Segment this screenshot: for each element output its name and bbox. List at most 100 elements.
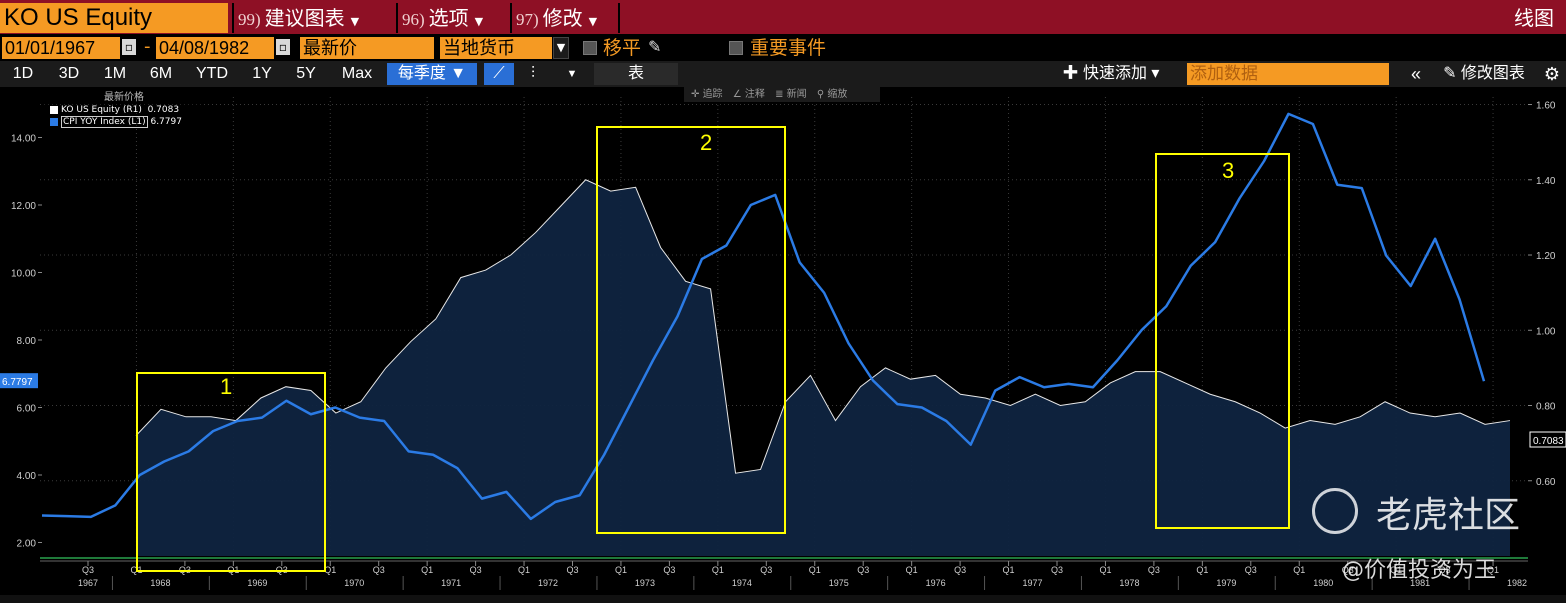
right-axis-tick-label: 1.00 (1536, 326, 1556, 337)
currency-select[interactable]: 当地货币 (440, 37, 552, 59)
annotation-label-2: 2 (700, 130, 713, 155)
x-tick-quarter-label: Q1 (421, 565, 433, 575)
period-1y-button[interactable]: 1Y (252, 65, 272, 82)
caret-down-icon: ▼ (474, 15, 484, 28)
news-icon[interactable]: ≣ 新闻 (775, 89, 807, 100)
right-axis-tick-label: 0.80 (1536, 402, 1556, 413)
period-ytd-button[interactable]: YTD (196, 65, 228, 82)
annotation-box-1 (136, 372, 326, 572)
cpi-series-line (41, 112, 1486, 521)
frequency-select[interactable]: 每季度 ▼ (387, 63, 477, 85)
calendar-icon[interactable]: ▫ (122, 39, 136, 55)
x-tick-year-label: 1976 (926, 578, 946, 588)
ticker-input[interactable]: KO US Equity (0, 3, 228, 33)
annotation-box-3 (1155, 153, 1290, 529)
period-max-button[interactable]: Max (341, 65, 373, 82)
x-tick-quarter-label: Q3 (1342, 565, 1354, 575)
currency-dropdown-icon[interactable]: ▼ (553, 37, 569, 59)
period-5y-button[interactable]: 5Y (296, 65, 316, 82)
period-1d-button[interactable]: 1D (12, 65, 34, 82)
x-tick-quarter-label: Q3 (954, 565, 966, 575)
x-tick-year-label: 1981 (1410, 578, 1430, 588)
x-tick-quarter-label: Q3 (857, 565, 869, 575)
modify-menu[interactable]: 97) 修改 ▼ (510, 3, 620, 33)
options-menu[interactable]: 96) 选项 ▼ (396, 3, 506, 33)
left-axis-tick-label: 4.00 (17, 471, 37, 482)
x-tick-quarter-label: Q3 (1051, 565, 1063, 575)
x-tick-quarter-label: Q1 (1196, 565, 1208, 575)
x-tick-quarter-label: Q1 (906, 565, 918, 575)
caret-down-icon: ▼ (350, 15, 360, 28)
crosshair-icon[interactable]: ✛ 追踪 (691, 89, 723, 100)
menu-label: 选项 (428, 6, 469, 30)
x-tick-quarter-label: Q1 (1390, 565, 1402, 575)
ko-last-value-label: 0.7083 (1533, 436, 1564, 447)
cpi-last-value-tag (0, 373, 38, 389)
line-chart-icon[interactable]: ⟋ (484, 63, 514, 85)
quick-add-button[interactable]: ✚ 快速添加 ▾ (1062, 65, 1160, 82)
legend-name: KO US Equity (R1) (61, 105, 142, 115)
shift-checkbox[interactable] (583, 41, 597, 55)
events-label: 重要事件 (750, 37, 827, 59)
x-tick-quarter-label: Q1 (324, 565, 336, 575)
annotation-box-2 (596, 126, 786, 534)
right-axis-tick-label: 1.60 (1536, 101, 1556, 112)
legend-swatch (50, 105, 58, 114)
title-bar (0, 0, 1566, 34)
x-tick-quarter-label: Q1 (809, 565, 821, 575)
menu-number: 97) (516, 10, 539, 29)
chart-type-title: 线图 (1514, 6, 1554, 30)
menu-number: 96) (402, 10, 425, 29)
x-tick-quarter-label: Q3 (373, 565, 385, 575)
ko-area-fill (136, 179, 1510, 556)
x-tick-quarter-label: Q1 (1293, 565, 1305, 575)
legend-value: 0.7083 (147, 105, 180, 115)
x-tick-quarter-label: Q1 (518, 565, 530, 575)
date-separator: - (144, 36, 151, 57)
start-date-input[interactable]: 01/01/1967 (2, 37, 120, 59)
legend-item-cpi[interactable]: CPI YOY Index (L1) 6.7797 (44, 116, 204, 128)
left-axis-tick-label: 2.00 (17, 539, 37, 550)
field-select[interactable]: 最新价 (300, 37, 434, 59)
x-tick-quarter-label: Q3 (760, 565, 772, 575)
edit-chart-button[interactable]: ✎ 修改图表 (1434, 63, 1534, 85)
x-tick-year-label: 1967 (78, 578, 98, 588)
zoom-icon[interactable]: ⚲ 缩放 (816, 89, 848, 100)
x-tick-year-label: 1982 (1507, 578, 1527, 588)
add-data-input[interactable]: 添加数据 (1187, 63, 1389, 85)
x-tick-quarter-label: Q3 (82, 565, 94, 575)
legend-item-ko[interactable]: KO US Equity (R1) 0.7083 (44, 104, 204, 116)
x-tick-year-label: 1969 (247, 578, 267, 588)
watermark-brand: 老虎社区 (1376, 495, 1521, 536)
x-tick-year-label: 1975 (829, 578, 849, 588)
bar-style-icon[interactable]: ⫶ (530, 65, 535, 82)
left-axis-tick-label: 6.00 (17, 404, 37, 415)
suggested-charts-menu[interactable]: 99) 建议图表 ▼ (232, 3, 392, 33)
period-1m-button[interactable]: 1M (103, 65, 127, 82)
annotate-icon[interactable]: ∠ 注释 (732, 89, 765, 100)
right-axis-tick-label: 0.60 (1536, 477, 1556, 488)
tiger-logo-icon (1312, 488, 1358, 534)
table-button[interactable]: 表 (594, 63, 678, 85)
right-axis-tick-label: 1.20 (1536, 251, 1556, 262)
chart-tools: ✛ 追踪 ∠ 注释 ≣ 新闻 ⚲ 缩放 (684, 87, 880, 102)
end-date-input[interactable]: 04/08/1982 (156, 37, 274, 59)
legend-name: CPI YOY Index (L1) (61, 116, 148, 128)
chart-style-dropdown-icon[interactable]: ▼ (566, 68, 578, 80)
events-checkbox[interactable] (729, 41, 743, 55)
x-tick-quarter-label: Q3 (663, 565, 675, 575)
calendar-icon[interactable]: ▫ (276, 39, 290, 55)
annotation-label-3: 3 (1222, 158, 1235, 183)
x-tick-year-label: 1977 (1023, 578, 1043, 588)
cpi-last-value-label: 6.7797 (2, 377, 33, 388)
gear-icon[interactable]: ⚙ (1543, 64, 1561, 84)
period-3d-button[interactable]: 3D (58, 65, 80, 82)
collapse-icon[interactable]: « (1410, 64, 1421, 84)
period-6m-button[interactable]: 6M (149, 65, 173, 82)
status-bar (0, 595, 1566, 603)
watermark-handle: @价值投资为王 (1342, 558, 1497, 583)
x-tick-year-label: 1979 (1216, 578, 1236, 588)
right-axis-tick-label: 1.40 (1536, 176, 1556, 187)
x-tick-quarter-label: Q3 (470, 565, 482, 575)
pencil-icon[interactable]: ✎ (648, 37, 662, 56)
